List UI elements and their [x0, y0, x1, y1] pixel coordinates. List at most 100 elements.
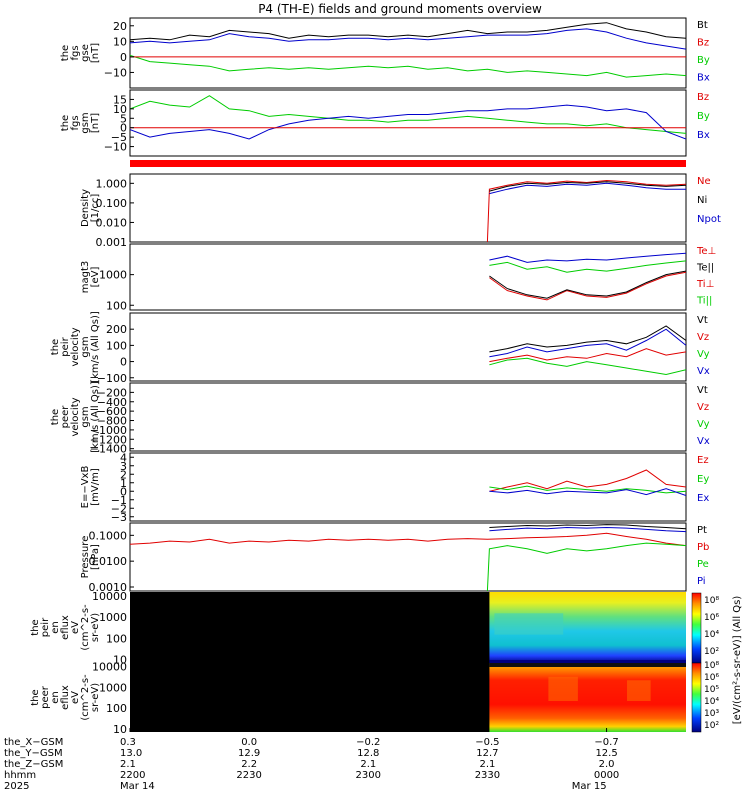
colorbar-tick-label: 10⁶ — [704, 613, 719, 623]
y-tick-label: −100 — [97, 372, 127, 385]
x-tick-label: 2230 — [236, 770, 261, 781]
x-tick-label: 2.1 — [120, 759, 136, 770]
y-tick-label: 1.000 — [96, 177, 128, 190]
y-tick-label: −400 — [97, 396, 127, 409]
legend-entry: Pt — [697, 525, 707, 536]
x-tick-label: 2.1 — [479, 759, 495, 770]
y-axis-label: velocity — [70, 327, 81, 366]
y-axis-label: [km/s (All Qs)] — [90, 311, 101, 383]
series-line-ex — [489, 488, 686, 496]
series-line-ez — [489, 469, 686, 492]
y-axis-label: [nPa] — [90, 544, 101, 570]
legend-entry: Ey — [697, 474, 709, 485]
colorbar-tick-label: 10⁶ — [704, 673, 719, 683]
series-line-bt — [130, 22, 686, 41]
series-line-te- — [489, 270, 686, 299]
y-tick-label: 0.1000 — [89, 529, 128, 542]
y-axis-label: [km/s (All Qs)] — [90, 381, 101, 453]
series-line-bx — [130, 28, 686, 50]
y-tick-label: 0 — [120, 51, 127, 64]
y-tick-label: 0 — [120, 122, 127, 135]
x-tick-label: 2300 — [356, 770, 381, 781]
y-axis-label: eV — [70, 621, 81, 634]
y-tick-label: 0.100 — [96, 197, 128, 210]
x-axis-row-label: the_Y−GSM — [4, 748, 63, 759]
y-axis-label: peer — [40, 685, 51, 709]
y-axis-label: [mV/m] — [90, 468, 101, 506]
series-line-ni — [489, 181, 686, 192]
y-axis-label: Density — [80, 189, 91, 227]
y-axis-label: [nT] — [90, 113, 101, 133]
y-tick-label: 200 — [106, 323, 127, 336]
legend-entry: Ez — [697, 455, 709, 466]
y-axis-label: velocity — [70, 397, 81, 436]
panel-fgs-gse: 20 10 0 −10 the fgs gse [nT] Bt Bz By Bx — [60, 17, 710, 89]
x-tick-label: −0.2 — [356, 737, 380, 748]
y-tick-label: 0.010 — [96, 216, 128, 229]
series-line-pe — [486, 542, 686, 591]
y-axis-label: peer — [60, 405, 71, 429]
status-bar — [130, 160, 686, 167]
legend-entry: Vz — [697, 402, 709, 413]
series-line-pb — [130, 532, 686, 547]
colorbar-tick-label: 10³ — [704, 709, 719, 719]
y-tick-label: −10 — [104, 66, 127, 79]
panel-peer-velocity: −200−400−600−800−1000−1200−1400 the peer ve… — [50, 381, 710, 456]
panel-series-group — [489, 325, 686, 376]
y-axis-label: the — [30, 619, 41, 635]
y-tick-label: 10 — [113, 723, 127, 736]
y-axis-label: en — [50, 621, 61, 634]
colorbar-tick-label: 10⁴ — [704, 630, 719, 640]
x-tick-label: 0.3 — [120, 737, 136, 748]
legend-entry: Vy — [697, 419, 710, 430]
panel-frame — [129, 312, 687, 382]
y-tick-label: −2 — [111, 502, 127, 515]
legend-entry: Vt — [697, 385, 708, 396]
legend-entry: Te|| — [696, 263, 714, 274]
y-axis-label: the — [30, 689, 41, 705]
series-line-vt — [489, 325, 686, 353]
legend-entry: Ni — [697, 195, 707, 206]
y-axis-label: E=−VxB — [80, 466, 91, 509]
y-tick-label: 10 — [113, 35, 127, 48]
x-tick-label: −0.5 — [475, 737, 499, 748]
panel-series-group — [130, 524, 686, 591]
panel-series-group — [489, 469, 686, 496]
spectrogram-floor — [489, 660, 686, 663]
legend-entry: Bt — [697, 20, 708, 31]
panel-frame — [129, 243, 687, 311]
colorbar-tick-label: 10² — [704, 647, 719, 657]
series-line-ne — [486, 179, 686, 242]
spectrogram-data — [489, 663, 686, 732]
y-tick-label: −10 — [104, 141, 127, 154]
y-tick-label: 100 — [106, 299, 127, 312]
y-axis-label: [nT] — [90, 43, 101, 63]
legend-entry: Vz — [697, 332, 709, 343]
y-tick-label: 10 — [113, 103, 127, 116]
series-line-te- — [489, 271, 686, 301]
legend-entry: Vx — [697, 366, 710, 377]
panel-frame — [129, 17, 687, 89]
panel-series-group — [489, 252, 686, 301]
y-axis-label: Pressure — [80, 536, 91, 579]
y-axis-label: eflux — [60, 615, 71, 640]
y-axis-label: peir — [40, 617, 51, 637]
legend-entry: Ti⊥ — [696, 279, 714, 290]
y-axis-label: (cm^2-s- — [80, 604, 91, 651]
legend-entry: Npot — [697, 214, 721, 225]
panel-frame — [129, 89, 687, 157]
y-axis-label: (cm^2-s- — [80, 674, 91, 721]
y-tick-label: −3 — [111, 511, 127, 524]
y-axis-label: the — [50, 409, 61, 425]
panel-frame — [129, 522, 687, 592]
x-axis-row-label: hhmm — [4, 770, 36, 781]
x-tick-label: −0.7 — [594, 737, 618, 748]
panel-frame — [129, 173, 687, 243]
legend-entry: By — [697, 55, 710, 66]
colorbar-tick-label: 10⁴ — [704, 697, 719, 707]
series-line-by — [130, 54, 686, 78]
legend-entry: By — [697, 111, 710, 122]
legend-entry: Vy — [697, 349, 710, 360]
